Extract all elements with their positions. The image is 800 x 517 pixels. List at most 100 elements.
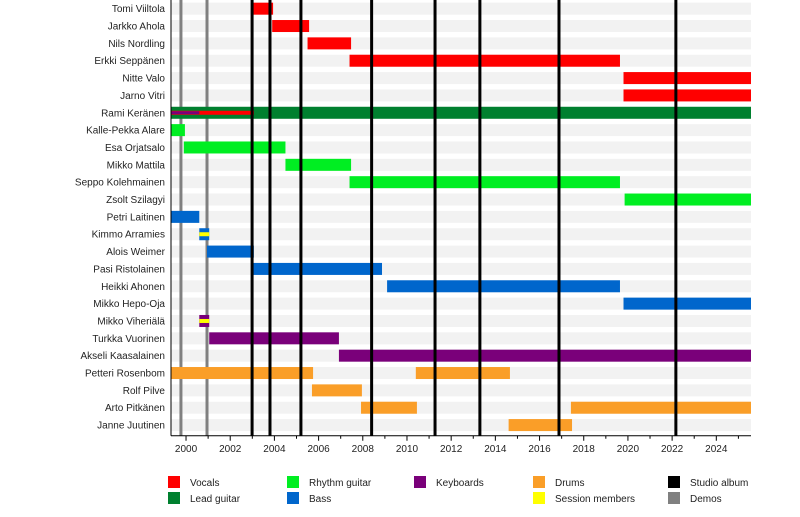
legend-swatch-demos bbox=[668, 492, 680, 504]
member-name: Janne Juutinen bbox=[97, 421, 165, 432]
x-tick-label: 2020 bbox=[617, 444, 640, 455]
bar-vocals bbox=[349, 54, 620, 67]
legend-swatch-rhythm bbox=[287, 476, 299, 488]
member-name: Alois Weimer bbox=[106, 247, 165, 258]
bar-drums bbox=[415, 367, 510, 380]
legend-label-vocals: Vocals bbox=[190, 478, 219, 489]
legend-swatch-bass bbox=[287, 492, 299, 504]
bar-lead bbox=[171, 106, 751, 119]
legend-swatch-vocals bbox=[168, 476, 180, 488]
legend-label-session: Session members bbox=[555, 494, 635, 505]
bar-keys bbox=[171, 111, 200, 115]
x-tick-label: 2002 bbox=[219, 444, 242, 455]
bar-bass bbox=[207, 245, 254, 258]
bar-vocals bbox=[252, 2, 274, 15]
bar-vocals bbox=[623, 72, 751, 85]
bar-drums bbox=[361, 401, 417, 414]
member-name: Nitte Valo bbox=[122, 74, 165, 85]
legend-label-bass: Bass bbox=[309, 494, 331, 505]
legend-label-lead: Lead guitar bbox=[190, 494, 241, 505]
row-stripe bbox=[171, 297, 751, 310]
bar-rhythm bbox=[285, 158, 352, 171]
bar-keys bbox=[209, 332, 339, 345]
legend-label-rhythm: Rhythm guitar bbox=[309, 478, 372, 489]
x-tick-label: 2024 bbox=[705, 444, 728, 455]
legend-label-drums: Drums bbox=[555, 478, 584, 489]
x-tick-label: 2008 bbox=[352, 444, 375, 455]
bar-drums bbox=[171, 367, 314, 380]
legend-swatch-drums bbox=[533, 476, 545, 488]
legend-swatch-session bbox=[533, 492, 545, 504]
x-tick-label: 2022 bbox=[661, 444, 684, 455]
member-name: Jarkko Ahola bbox=[108, 22, 166, 33]
x-tick-label: 2010 bbox=[396, 444, 419, 455]
member-name: Kalle-Pekka Alare bbox=[86, 126, 165, 137]
legend-label-demos: Demos bbox=[690, 494, 722, 505]
row-stripe bbox=[171, 141, 751, 154]
bar-rhythm bbox=[171, 124, 185, 137]
row-stripe bbox=[171, 20, 751, 33]
row-stripe bbox=[171, 384, 751, 397]
member-name: Heikki Ahonen bbox=[101, 282, 165, 293]
member-name: Mikko Viheriälä bbox=[97, 316, 165, 327]
bar-session bbox=[199, 318, 210, 323]
member-name: Kimmo Arramies bbox=[92, 230, 165, 241]
bar-keys bbox=[338, 349, 751, 362]
bar-session bbox=[199, 232, 210, 237]
bar-bass bbox=[623, 297, 751, 310]
row-stripe bbox=[171, 245, 751, 258]
bar-vocals bbox=[171, 110, 254, 115]
member-name: Mikko Hepo-Oja bbox=[93, 299, 165, 310]
member-name: Esa Orjatsalo bbox=[105, 143, 165, 154]
bar-rhythm bbox=[624, 193, 751, 206]
row-stripe bbox=[171, 37, 751, 50]
member-name: Arto Pitkänen bbox=[105, 403, 165, 414]
row-stripe bbox=[171, 228, 751, 241]
x-tick-label: 2014 bbox=[484, 444, 507, 455]
member-name: Pasi Ristolainen bbox=[93, 264, 165, 275]
bar-drums bbox=[508, 419, 573, 432]
bar-bass bbox=[171, 210, 200, 223]
member-name: Turkka Vuorinen bbox=[92, 334, 165, 345]
row-stripe bbox=[171, 314, 751, 327]
legend-swatch-lead bbox=[168, 492, 180, 504]
x-tick-label: 2012 bbox=[440, 444, 463, 455]
bar-rhythm bbox=[349, 176, 620, 189]
member-name: Erkki Seppänen bbox=[94, 56, 165, 67]
x-tick-label: 2016 bbox=[528, 444, 551, 455]
bar-rhythm bbox=[183, 141, 286, 154]
row-stripe bbox=[171, 2, 751, 15]
member-name: Akseli Kaasalainen bbox=[81, 351, 166, 362]
row-stripe bbox=[171, 210, 751, 223]
row-stripe bbox=[171, 72, 751, 85]
member-name: Zsolt Szilagyi bbox=[106, 195, 165, 206]
legend-label-studio: Studio album bbox=[690, 478, 748, 489]
x-tick-label: 2004 bbox=[263, 444, 286, 455]
member-name: Mikko Mattila bbox=[107, 160, 166, 171]
bar-drums bbox=[570, 401, 751, 414]
member-name: Rolf Pilve bbox=[123, 386, 166, 397]
row-stripe bbox=[171, 158, 751, 171]
bar-drums bbox=[311, 384, 362, 397]
legend-label-keys: Keyboards bbox=[436, 478, 484, 489]
bar-vocals bbox=[623, 89, 751, 102]
member-name: Rami Keränen bbox=[101, 108, 165, 119]
row-stripe bbox=[171, 419, 751, 432]
x-tick-label: 2000 bbox=[175, 444, 198, 455]
bar-vocals bbox=[272, 20, 310, 33]
row-stripe bbox=[171, 124, 751, 137]
member-name: Seppo Kolehmainen bbox=[75, 178, 165, 189]
row-stripe bbox=[171, 193, 751, 206]
member-name: Tomi Viiltola bbox=[112, 4, 166, 15]
member-name: Nils Nordling bbox=[108, 39, 165, 50]
legend-swatch-studio bbox=[668, 476, 680, 488]
member-name: Petteri Rosenbom bbox=[85, 369, 165, 380]
x-tick-label: 2006 bbox=[307, 444, 330, 455]
row-stripe bbox=[171, 89, 751, 102]
member-name: Petri Laitinen bbox=[107, 212, 165, 223]
bar-bass bbox=[252, 262, 383, 275]
member-name: Jarno Vitri bbox=[120, 91, 165, 102]
bar-bass bbox=[387, 280, 620, 293]
bar-vocals bbox=[307, 37, 352, 50]
